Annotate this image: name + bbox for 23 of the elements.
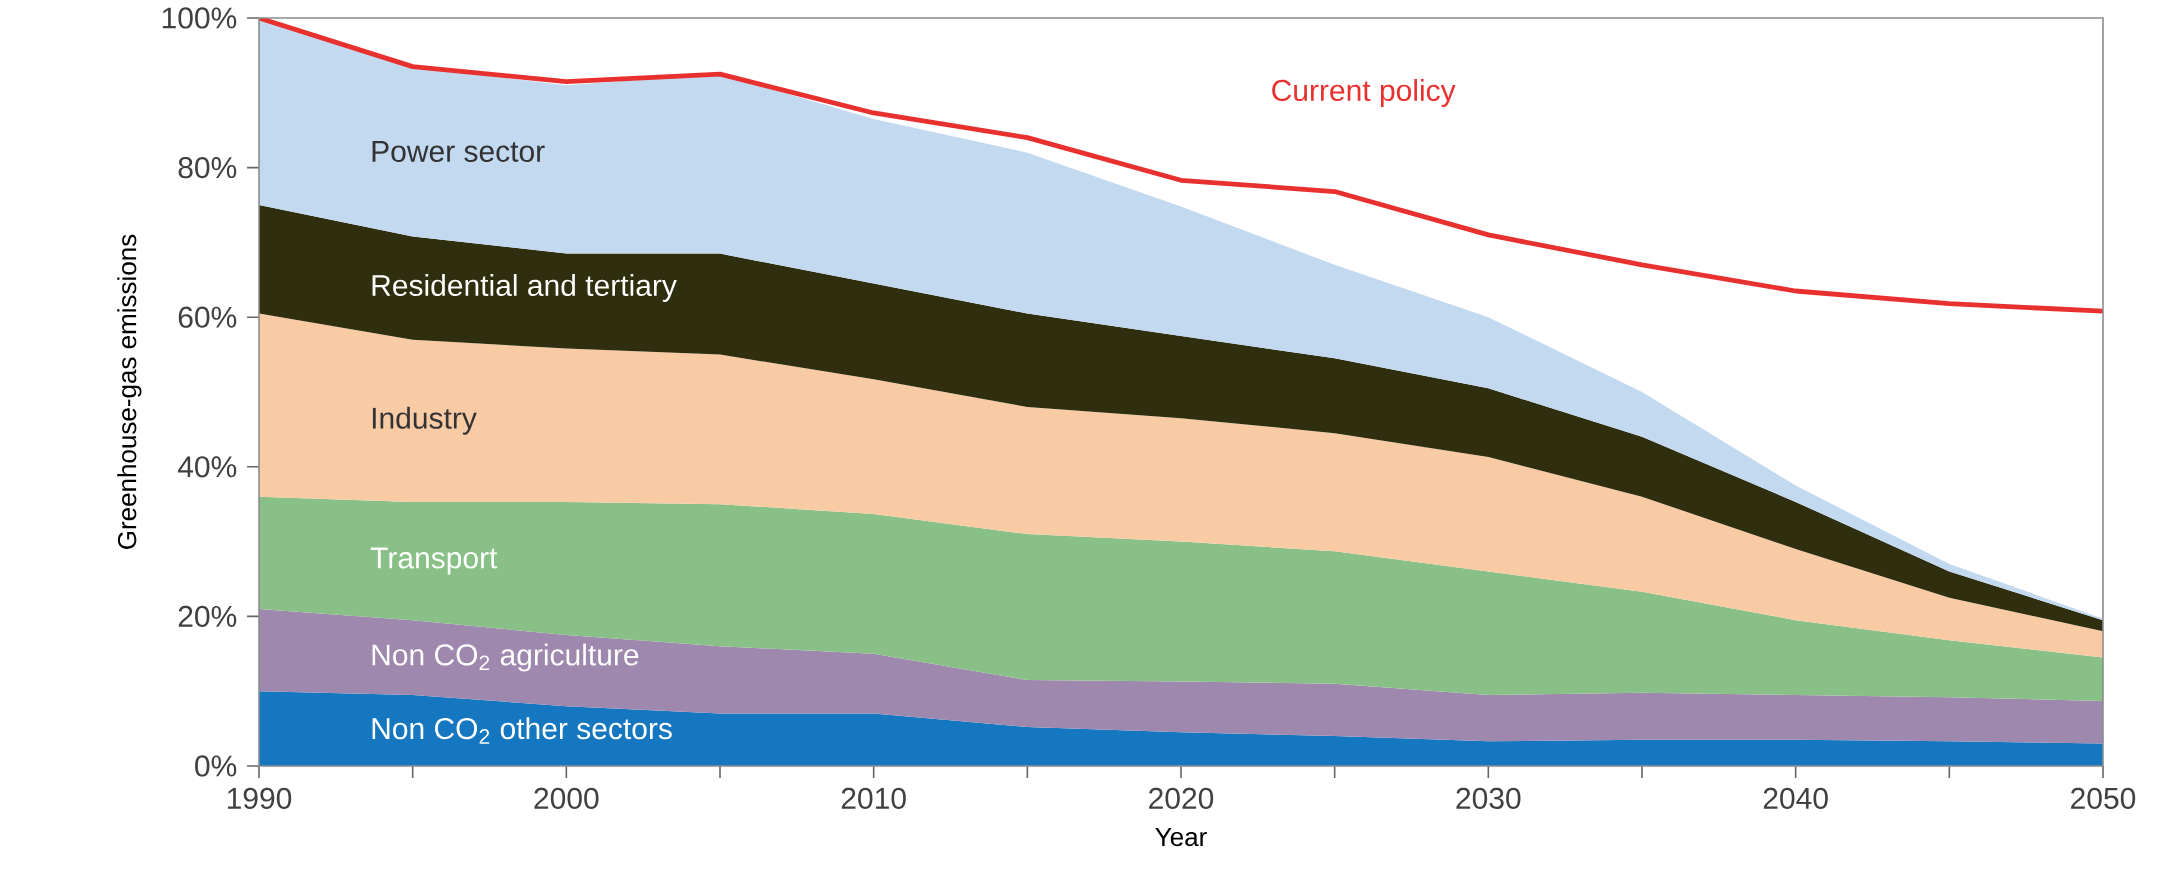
x-tick-label: 2040 — [1763, 787, 1828, 809]
y-tick-label: 20% — [178, 605, 237, 627]
x-tick-label: 2030 — [1456, 787, 1521, 809]
line-series — [259, 17, 2103, 314]
y-tick-label: 40% — [177, 456, 237, 478]
series-label: Power sector — [372, 141, 545, 162]
series-label: Industry — [372, 406, 477, 435]
text: Current policy — [1272, 79, 1456, 107]
y-tick-label: 100% — [162, 7, 237, 29]
y-tick-label: 0% — [195, 755, 237, 777]
series-label: Non CO$_{2}$ other sectors — [372, 717, 672, 744]
x-axis-title: Year — [1155, 828, 1207, 847]
series-label: Transport — [370, 547, 498, 575]
y-axis-title: Greenhouse-gas emissions — [117, 234, 142, 549]
x-tick-label: 1990 — [227, 787, 292, 809]
y-tick-label: 60% — [178, 306, 237, 328]
series-label: Non CO$_{2}$ agriculture — [372, 643, 639, 672]
series-label: Residential and tertiary — [372, 274, 677, 302]
y-tick-label: 80% — [178, 156, 237, 179]
x-tick-label: 2050 — [2071, 787, 2136, 809]
x-tick-label: 2010 — [841, 787, 906, 809]
x-tick-label: 2020 — [1149, 787, 1214, 809]
x-tick-label: 2000 — [534, 787, 599, 809]
